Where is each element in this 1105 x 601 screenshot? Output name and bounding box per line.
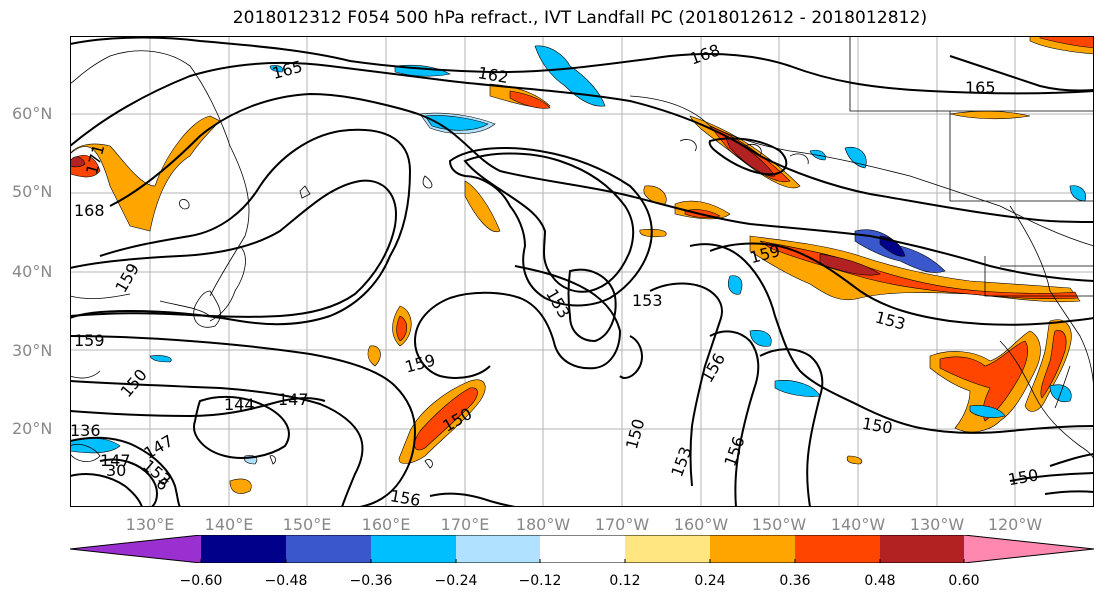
lon-label-150e: 150°E bbox=[282, 515, 332, 534]
lon-label-160e: 160°E bbox=[361, 515, 411, 534]
positive-anomaly-shading bbox=[70, 36, 1094, 494]
colorbar-tick-label: 0.36 bbox=[779, 573, 811, 589]
colorbar-tick-label: 0.48 bbox=[864, 573, 896, 589]
map-canvas: 165 162 168 165 171 168 159 153 153 153 … bbox=[70, 36, 1094, 507]
lon-label-140e: 140°E bbox=[204, 515, 254, 534]
colorbar-segment bbox=[456, 535, 540, 563]
refractivity-contours bbox=[70, 36, 1094, 507]
colorbar-tick-label: −0.48 bbox=[264, 573, 308, 589]
contour-label: 165 bbox=[965, 78, 996, 97]
lon-label-140w: 140°W bbox=[830, 515, 886, 534]
lat-label-40n: 40°N bbox=[12, 262, 53, 281]
contour-label: 136 bbox=[70, 421, 101, 440]
lon-label-170w: 170°W bbox=[594, 515, 650, 534]
lat-label-30n: 30°N bbox=[12, 341, 53, 360]
contour-label: 159 bbox=[74, 331, 105, 350]
contour-label: 30 bbox=[106, 461, 126, 480]
colorbar-tick-label: 0.24 bbox=[694, 573, 726, 589]
lon-label-130w: 130°W bbox=[909, 515, 965, 534]
colorbar-segment bbox=[371, 535, 456, 563]
colorbar-tick-label: −0.60 bbox=[179, 573, 223, 589]
contour-label: 147 bbox=[278, 390, 309, 409]
colorbar-tick-label: −0.36 bbox=[349, 573, 393, 589]
lat-label-60n: 60°N bbox=[12, 104, 53, 123]
contour-label: 147 bbox=[100, 451, 131, 470]
lon-label-180w: 180°W bbox=[515, 515, 571, 534]
lon-label-130e: 130°E bbox=[125, 515, 175, 534]
colorbar-tick-label: −0.24 bbox=[434, 573, 478, 589]
map-plot-area: 165 162 168 165 171 168 159 153 153 153 … bbox=[70, 36, 1094, 507]
colorbar-segment bbox=[540, 535, 625, 563]
contour-label: 153 bbox=[632, 291, 663, 310]
colorbar-segment bbox=[70, 535, 201, 563]
colorbar-segment bbox=[201, 535, 286, 563]
colorbar-segment bbox=[880, 535, 964, 563]
colorbar-segment bbox=[795, 535, 880, 563]
coastlines bbox=[70, 36, 1094, 469]
lon-label-170e: 170°E bbox=[440, 515, 490, 534]
lon-label-120w: 120°W bbox=[987, 515, 1043, 534]
lon-label-150w: 150°W bbox=[751, 515, 807, 534]
colorbar-segment bbox=[964, 535, 1094, 563]
lat-label-20n: 20°N bbox=[12, 419, 53, 438]
colorbar-tick-label: 0.60 bbox=[948, 573, 980, 589]
colorbar bbox=[70, 535, 1094, 563]
colorbar-tick-label: 0.12 bbox=[609, 573, 641, 589]
contour-label: 168 bbox=[74, 201, 105, 220]
lat-label-50n: 50°N bbox=[12, 182, 53, 201]
lon-label-160w: 160°W bbox=[673, 515, 729, 534]
map-title: 2018012312 F054 500 hPa refract., IVT La… bbox=[232, 8, 928, 28]
contour-label: 156 bbox=[389, 486, 422, 507]
colorbar-tick-label: −0.12 bbox=[518, 573, 562, 589]
colorbar-segment bbox=[710, 535, 795, 563]
contour-label: 144 bbox=[224, 395, 255, 414]
colorbar-segment bbox=[625, 535, 710, 563]
contour-labels: 165 162 168 165 171 168 159 153 153 153 … bbox=[70, 40, 1040, 507]
colorbar-segment bbox=[286, 535, 371, 563]
